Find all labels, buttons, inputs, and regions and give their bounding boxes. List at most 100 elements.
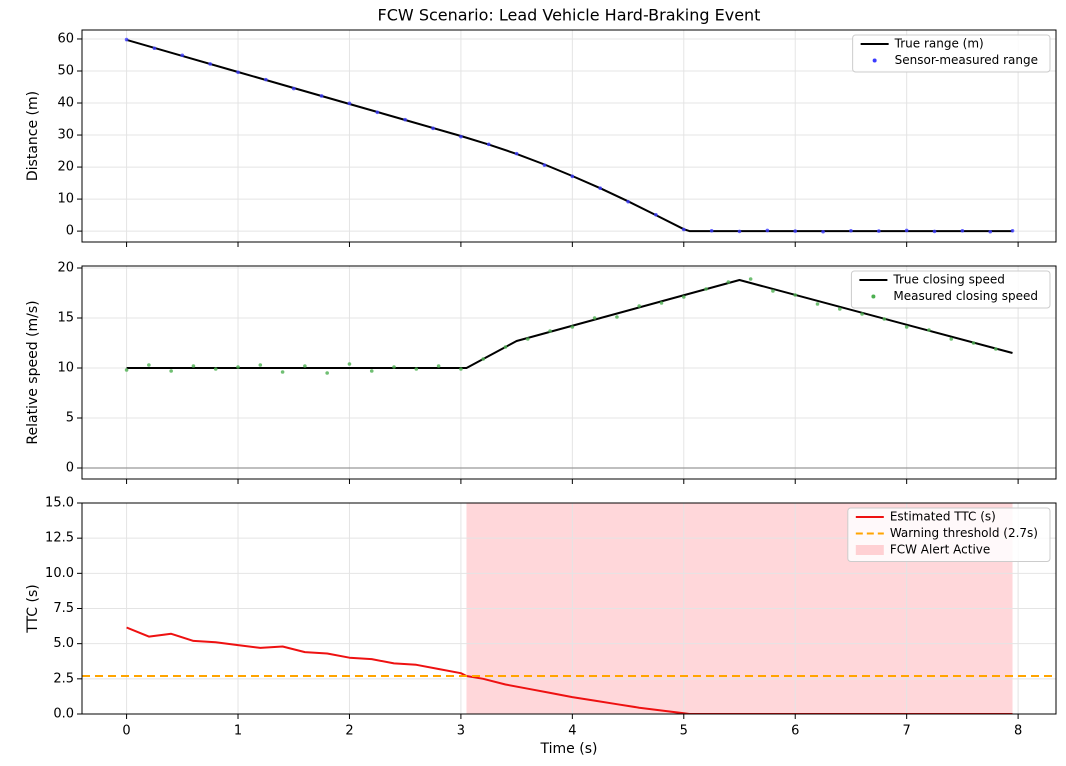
data-point — [525, 337, 530, 341]
y-tick-label: 5 — [66, 411, 74, 426]
data-point — [403, 117, 407, 122]
legend-label: Warning threshold (2.7s) — [890, 526, 1038, 540]
y-tick-label: 7.5 — [53, 601, 74, 616]
y-tick-label: 20 — [57, 261, 74, 276]
figure-title: FCW Scenario: Lead Vehicle Hard-Braking … — [378, 6, 761, 25]
data-point — [570, 325, 575, 329]
data-point — [877, 229, 881, 233]
data-point — [325, 371, 329, 375]
legend-marker — [871, 294, 876, 299]
y-tick-label: 20 — [57, 160, 74, 175]
legend: Estimated TTC (s) Warning threshold (2.7s… — [847, 507, 1051, 562]
data-point — [375, 110, 380, 115]
y-axis-label: TTC (s) — [25, 584, 41, 633]
data-point — [771, 289, 775, 293]
data-point — [637, 304, 642, 308]
x-tick-label: 8 — [1014, 724, 1022, 739]
data-point — [169, 369, 173, 373]
y-tick-label: 0.0 — [53, 707, 74, 722]
data-point — [615, 315, 619, 319]
data-point — [264, 77, 268, 82]
data-point — [681, 295, 686, 299]
data-point — [821, 229, 825, 234]
data-point — [147, 363, 151, 367]
y-tick-label: 15 — [57, 311, 74, 326]
data-point — [236, 365, 240, 369]
y-tick-label: 10 — [57, 192, 74, 207]
data-point — [949, 337, 954, 341]
y-tick-label: 10.0 — [45, 566, 74, 581]
data-point — [347, 362, 352, 366]
y-tick-label: 0 — [66, 224, 74, 239]
legend-box — [850, 270, 1051, 309]
legend-box — [852, 34, 1051, 73]
plot-area — [82, 30, 1056, 242]
data-point — [319, 94, 324, 98]
data-point — [765, 228, 770, 233]
data-point — [932, 229, 937, 234]
plot-area — [82, 266, 1056, 479]
data-point — [882, 317, 887, 321]
legend-label: Estimated TTC (s) — [890, 510, 996, 524]
data-point — [542, 163, 547, 167]
data-point — [291, 86, 296, 91]
data-point — [860, 312, 864, 316]
y-axis-label: Distance (m) — [25, 91, 41, 181]
axes-frame — [81, 502, 1057, 715]
data-point — [124, 37, 129, 42]
legend: True closing speed Measured closing speed — [850, 270, 1051, 309]
legend-patch — [855, 545, 884, 555]
x-tick-label: 2 — [345, 724, 353, 739]
data-point — [436, 364, 441, 368]
data-point — [180, 53, 185, 58]
data-point — [347, 101, 352, 106]
x-tick-label: 0 — [122, 724, 130, 739]
y-tick-label: 30 — [57, 128, 74, 143]
legend-box — [847, 507, 1051, 562]
series-line — [126, 626, 1013, 714]
data-point — [709, 228, 714, 233]
legend-label: Sensor-measured range — [895, 53, 1038, 67]
data-point — [592, 316, 597, 320]
x-axis-label: Time (s) — [540, 741, 598, 757]
legend-marker — [872, 58, 877, 63]
data-point — [904, 228, 909, 233]
x-tick-label: 6 — [791, 724, 799, 739]
data-point — [459, 367, 463, 371]
data-point — [726, 280, 731, 284]
data-point — [748, 277, 753, 281]
data-point — [303, 364, 307, 368]
series-line — [126, 279, 1013, 369]
y-tick-label: 60 — [57, 31, 74, 46]
axes-frame — [81, 265, 1057, 480]
y-tick-label: 50 — [57, 63, 74, 78]
data-point — [793, 229, 798, 233]
data-point — [236, 70, 240, 75]
data-point — [681, 227, 686, 232]
y-tick-label: 5.0 — [53, 636, 74, 651]
data-point — [793, 293, 798, 297]
data-point — [994, 347, 998, 351]
data-point — [598, 186, 603, 190]
data-point — [927, 328, 931, 332]
data-point — [514, 151, 519, 156]
y-tick-label: 2.5 — [53, 671, 74, 686]
axes-frame — [81, 29, 1057, 243]
x-tick-label: 4 — [568, 724, 576, 739]
data-point — [414, 367, 419, 371]
data-point — [849, 228, 853, 233]
data-point — [258, 363, 263, 367]
data-point — [152, 46, 157, 51]
y-axis-label: Relative speed (m/s) — [25, 300, 41, 444]
y-tick-label: 0 — [66, 461, 74, 476]
data-point — [124, 368, 129, 372]
data-point — [971, 341, 976, 345]
data-point — [737, 229, 742, 234]
legend: True range (m) Sensor-measured range — [852, 34, 1051, 73]
data-point — [988, 229, 993, 234]
y-tick-label: 10 — [57, 361, 74, 376]
data-point — [280, 370, 285, 374]
data-point — [548, 329, 552, 333]
data-point — [659, 301, 664, 305]
data-point — [459, 134, 463, 139]
